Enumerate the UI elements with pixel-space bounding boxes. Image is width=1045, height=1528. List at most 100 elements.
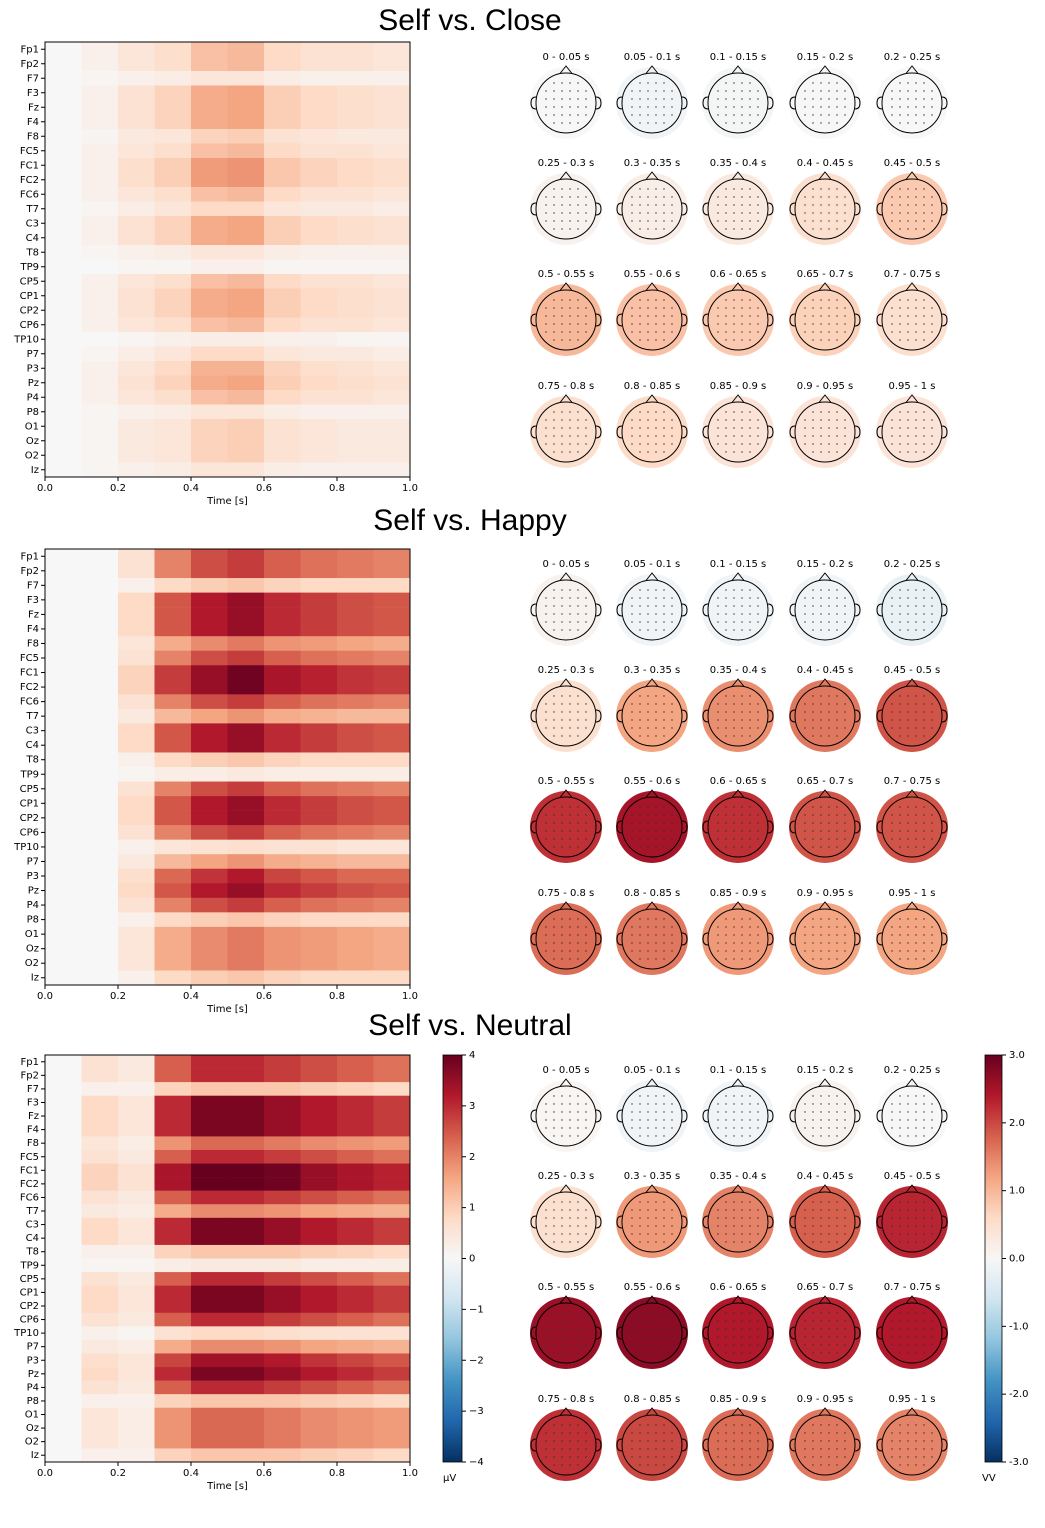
sensor bbox=[804, 926, 805, 927]
heatmap-cell bbox=[191, 202, 228, 217]
heatmap-cell bbox=[301, 1204, 338, 1218]
sensor bbox=[757, 1456, 758, 1457]
sensor bbox=[749, 1464, 750, 1465]
heatmap-cell bbox=[264, 811, 301, 826]
heatmap-cell bbox=[337, 1340, 374, 1354]
sensor bbox=[820, 1111, 821, 1112]
sensor bbox=[553, 1111, 554, 1112]
sensor bbox=[655, 719, 656, 720]
heatmap-cell bbox=[374, 1177, 411, 1191]
heatmap-cell bbox=[82, 1109, 119, 1123]
sensor bbox=[899, 695, 900, 696]
sensor bbox=[915, 1135, 916, 1136]
sensor bbox=[671, 419, 672, 420]
sensor bbox=[655, 613, 656, 614]
sensor bbox=[828, 1464, 829, 1465]
sensor bbox=[741, 114, 742, 115]
heatmap-cell bbox=[264, 694, 301, 709]
sensor bbox=[577, 589, 578, 590]
heatmap-cell bbox=[82, 1055, 119, 1069]
sensor bbox=[828, 1209, 829, 1210]
sensor bbox=[639, 589, 640, 590]
sensor bbox=[836, 1233, 837, 1234]
sensor bbox=[655, 1135, 656, 1136]
sensor bbox=[836, 1440, 837, 1441]
heatmap-cell bbox=[228, 1394, 265, 1408]
sensor bbox=[647, 98, 648, 99]
sensor bbox=[663, 695, 664, 696]
sensor bbox=[844, 1217, 845, 1218]
heatmap-cell bbox=[337, 578, 374, 593]
sensor bbox=[561, 1241, 562, 1242]
heatmap-cell bbox=[301, 723, 338, 738]
sensor bbox=[836, 822, 837, 823]
heatmap-cell bbox=[301, 71, 338, 86]
sensor bbox=[631, 331, 632, 332]
heatmap-cell bbox=[301, 636, 338, 651]
heatmap-cell bbox=[337, 1069, 374, 1083]
sensor bbox=[907, 958, 908, 959]
sensor bbox=[931, 1111, 932, 1112]
heatmap-cell bbox=[337, 1109, 374, 1123]
heatmap-cell bbox=[82, 42, 119, 57]
sensor bbox=[631, 1440, 632, 1441]
heatmap-cell bbox=[191, 86, 228, 101]
sensor bbox=[631, 1432, 632, 1433]
heatmap-cell bbox=[191, 665, 228, 680]
heatmap-cell bbox=[374, 578, 411, 593]
heatmap-cell bbox=[337, 709, 374, 724]
heatmap-cell bbox=[118, 318, 155, 333]
sensor bbox=[836, 114, 837, 115]
sensor bbox=[639, 411, 640, 412]
heatmap-cell bbox=[191, 318, 228, 333]
sensor bbox=[915, 1328, 916, 1329]
sensor bbox=[812, 1312, 813, 1313]
sensor bbox=[639, 958, 640, 959]
sensor bbox=[820, 1127, 821, 1128]
sensor bbox=[749, 411, 750, 412]
sensor bbox=[820, 942, 821, 943]
sensor bbox=[561, 1336, 562, 1337]
heatmap-cell bbox=[264, 274, 301, 289]
sensor bbox=[725, 806, 726, 807]
sensor bbox=[577, 427, 578, 428]
sensor bbox=[545, 1119, 546, 1120]
sensor bbox=[631, 90, 632, 91]
sensor bbox=[891, 838, 892, 839]
sensor bbox=[577, 443, 578, 444]
sensor bbox=[733, 1225, 734, 1226]
sensor bbox=[663, 814, 664, 815]
heatmap-cell bbox=[264, 86, 301, 101]
heatmap-cell bbox=[82, 1259, 119, 1273]
heatmap-cell bbox=[118, 869, 155, 884]
sensor bbox=[915, 451, 916, 452]
sensor bbox=[749, 315, 750, 316]
heatmap-cell bbox=[191, 231, 228, 246]
heatmap-cell bbox=[337, 1177, 374, 1191]
sensor bbox=[725, 1328, 726, 1329]
sensor bbox=[569, 846, 570, 847]
heatmap-cell bbox=[118, 1367, 155, 1381]
sensor bbox=[725, 1312, 726, 1313]
sensor bbox=[749, 427, 750, 428]
heatmap-cell bbox=[228, 912, 265, 927]
heatmap-cell bbox=[155, 970, 192, 985]
sensor bbox=[899, 806, 900, 807]
sensor bbox=[812, 1135, 813, 1136]
sensor bbox=[891, 605, 892, 606]
sensor bbox=[663, 435, 664, 436]
sensor bbox=[631, 1119, 632, 1120]
sensor bbox=[820, 597, 821, 598]
sensor bbox=[836, 1095, 837, 1096]
colorbar-label: VV bbox=[982, 1473, 996, 1484]
sensor bbox=[844, 435, 845, 436]
sensor bbox=[836, 695, 837, 696]
sensor bbox=[915, 1440, 916, 1441]
sensor bbox=[741, 605, 742, 606]
sensor bbox=[725, 435, 726, 436]
y-tick-label: TP10 bbox=[13, 842, 39, 853]
sensor bbox=[639, 703, 640, 704]
heatmap-cell bbox=[118, 1421, 155, 1435]
sensor bbox=[931, 323, 932, 324]
sensor bbox=[733, 830, 734, 831]
